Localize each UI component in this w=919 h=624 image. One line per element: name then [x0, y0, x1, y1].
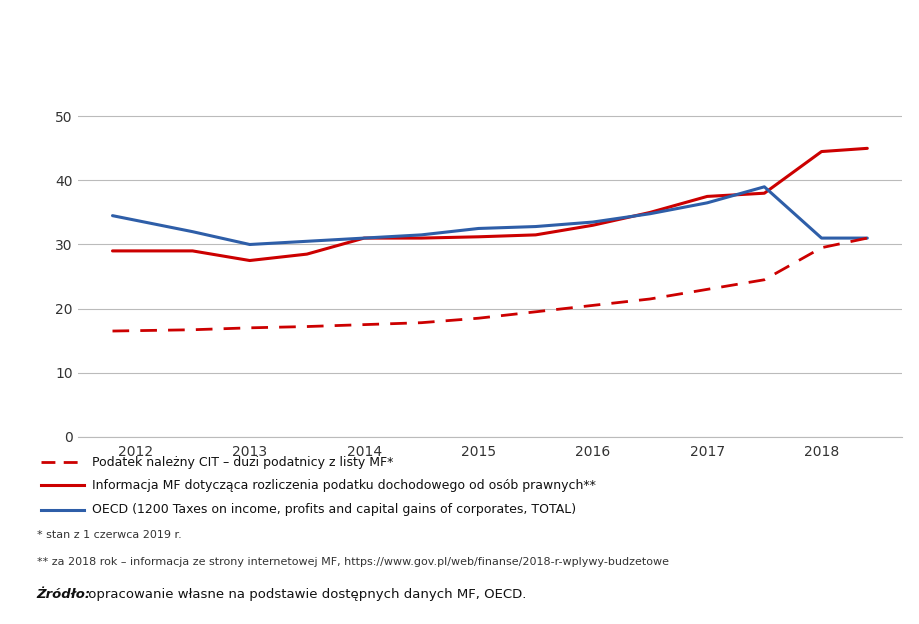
Text: Podatek należny CIT (dane w mld zł): Podatek należny CIT (dane w mld zł)	[11, 24, 380, 42]
Text: Informacja MF dotycząca rozliczenia podatku dochodowego od osób prawnych**: Informacja MF dotycząca rozliczenia poda…	[92, 479, 596, 492]
Text: Żródło:: Żródło:	[37, 588, 91, 601]
Text: opracowanie własne na podstawie dostępnych danych MF, OECD.: opracowanie własne na podstawie dostępny…	[84, 588, 526, 601]
Text: OECD (1200 Taxes on income, profits and capital gains of corporates, TOTAL): OECD (1200 Taxes on income, profits and …	[92, 503, 576, 516]
Text: ** za 2018 rok – informacja ze strony internetowej MF, https://www.gov.pl/web/fi: ** za 2018 rok – informacja ze strony in…	[37, 557, 668, 567]
Text: Podatek należny CIT – duzi podatnicy z listy MF*: Podatek należny CIT – duzi podatnicy z l…	[92, 456, 393, 469]
Text: * stan z 1 czerwca 2019 r.: * stan z 1 czerwca 2019 r.	[37, 530, 181, 540]
